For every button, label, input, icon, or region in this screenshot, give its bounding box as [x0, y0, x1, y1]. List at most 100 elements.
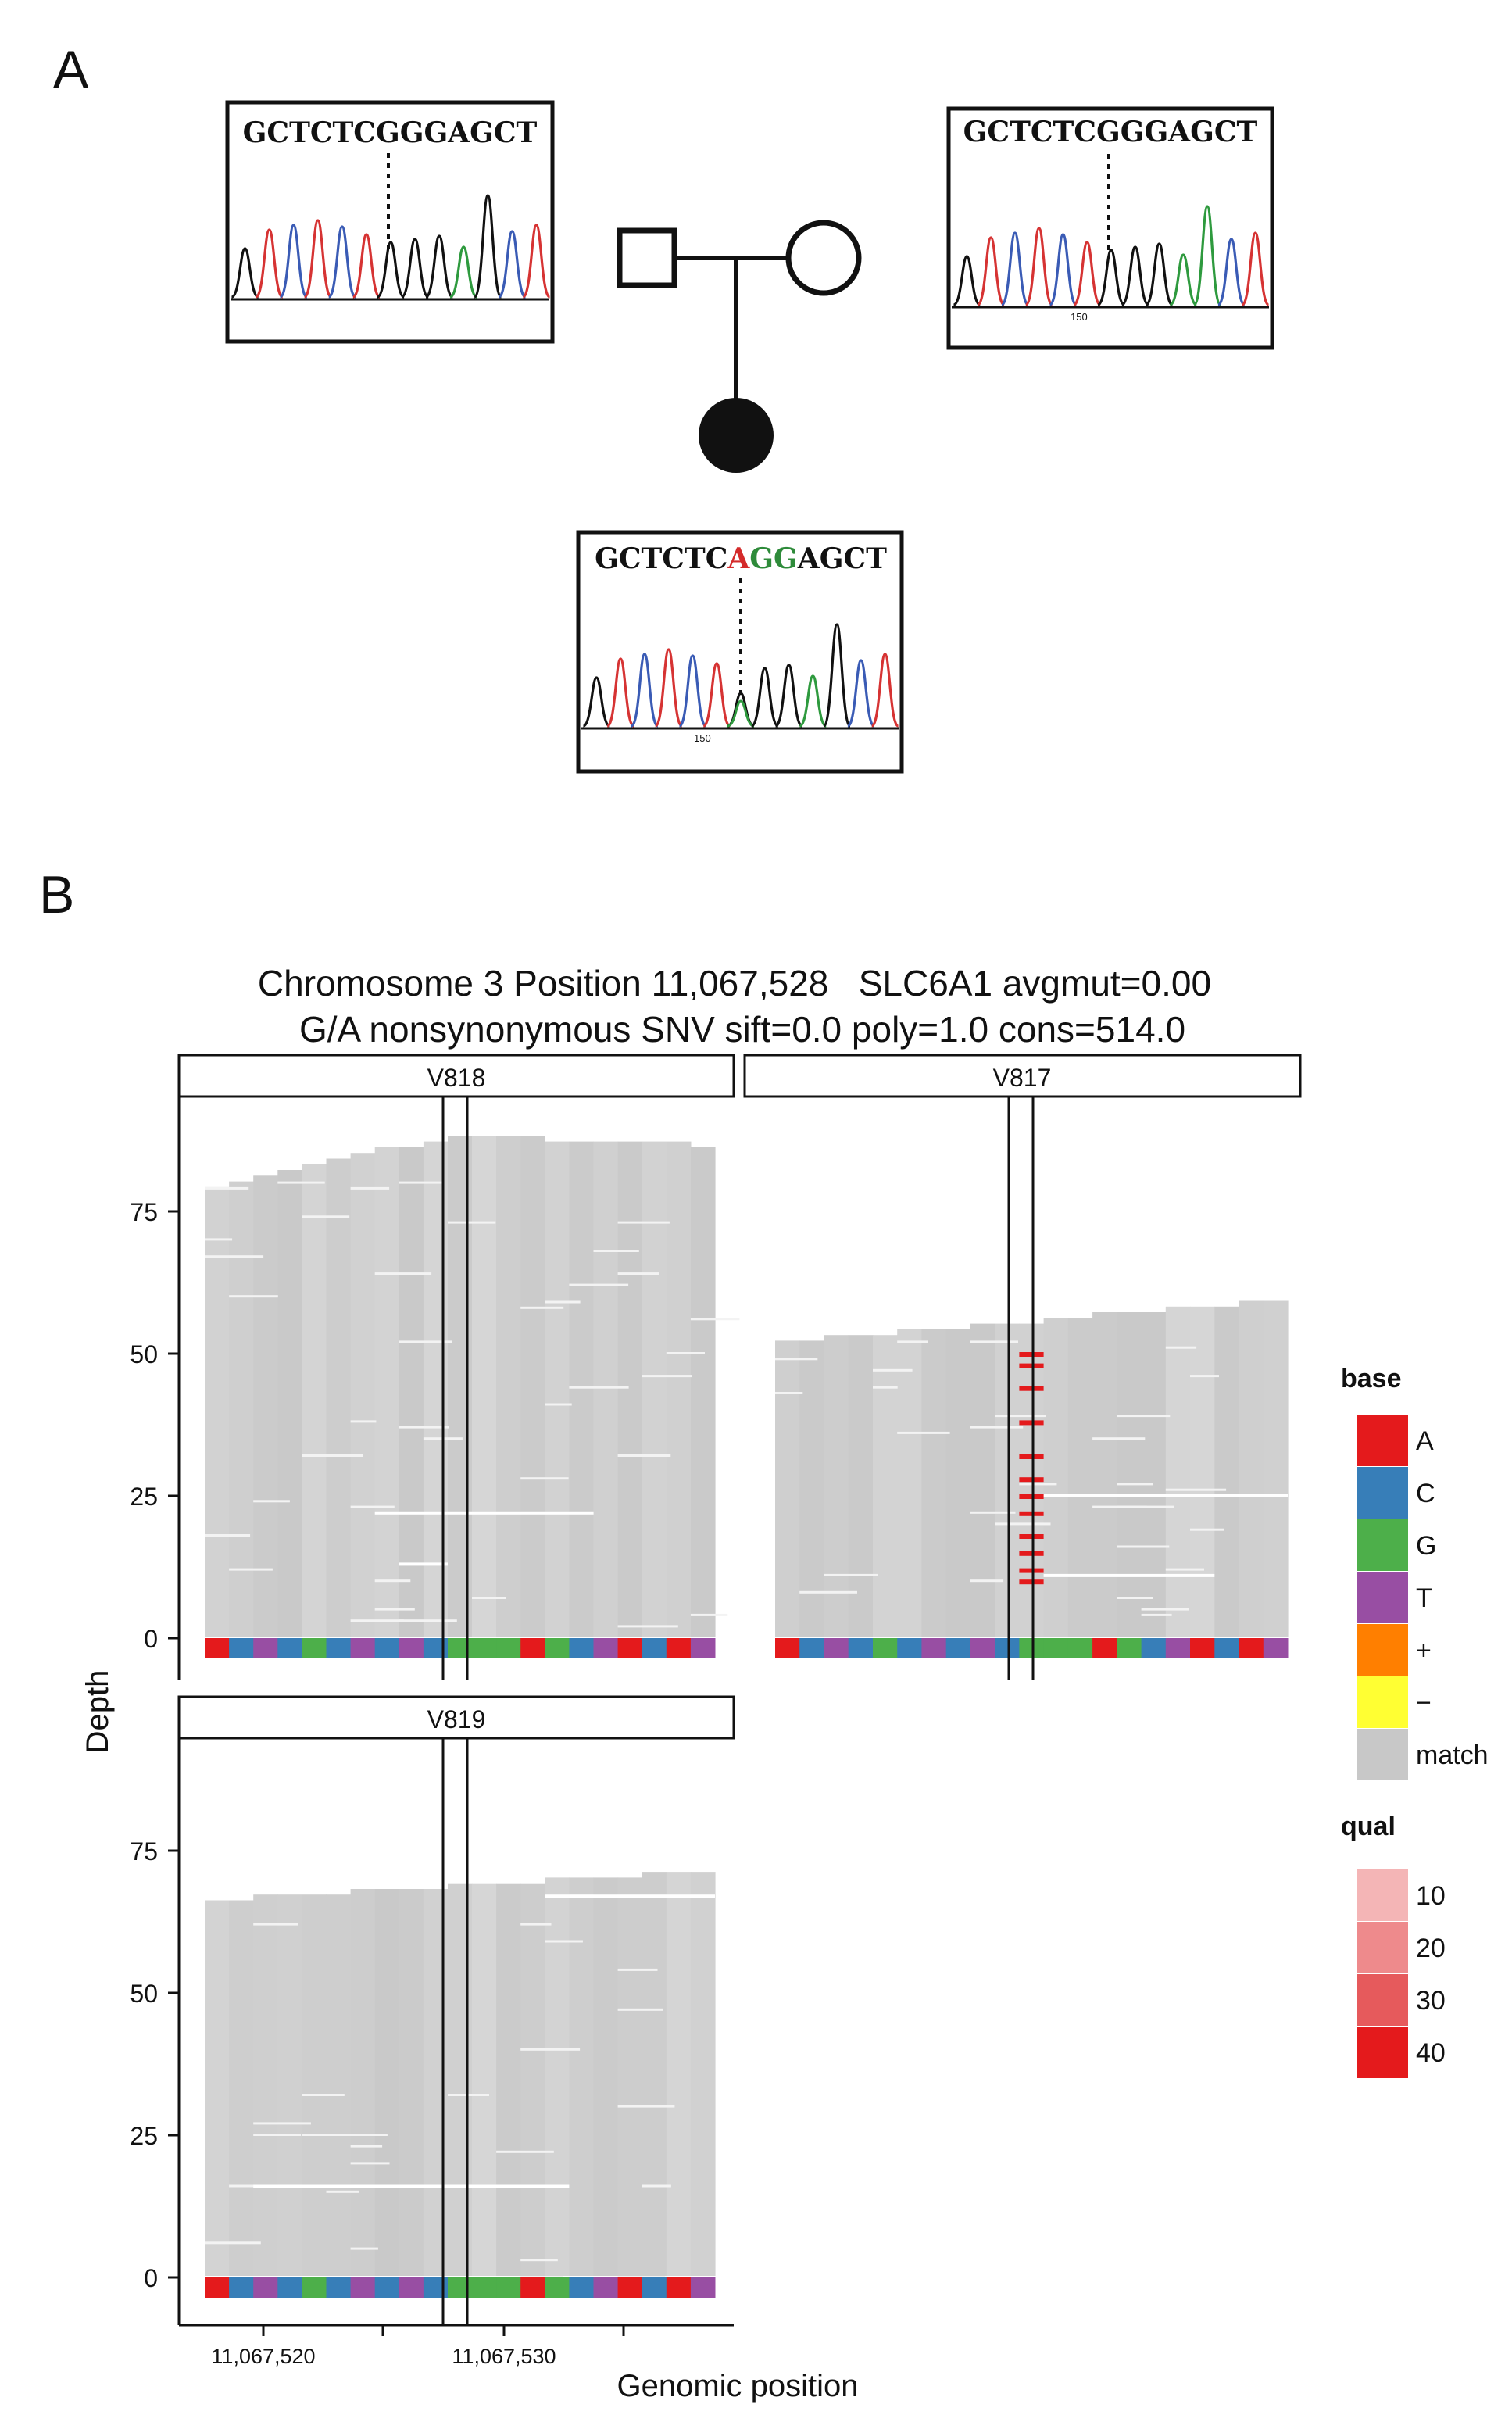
legend-base-label: +: [1416, 1636, 1432, 1665]
pileup-column: [423, 1141, 449, 1637]
child-seq-part: GCTCTC: [595, 542, 727, 575]
read-gap: [229, 1568, 273, 1571]
trace-peak: [303, 219, 333, 299]
reference-base: [350, 2277, 376, 2298]
read-gap: [1165, 1568, 1204, 1571]
father-chromatogram: GCTCTCGGGAGCT: [225, 100, 555, 344]
read-gap: [1190, 1375, 1219, 1378]
reference-base: [824, 1638, 849, 1658]
read-gap: [970, 1579, 1004, 1583]
mother-trace: [953, 205, 1271, 306]
trace-peak: [846, 659, 876, 728]
read-gap: [253, 2134, 302, 2136]
pileup-column: [799, 1340, 824, 1637]
pileup-column: [205, 1186, 230, 1637]
alt-allele-read: [1019, 1534, 1044, 1539]
y-tick-50-b: 50: [130, 1980, 158, 2008]
pileup-column: [848, 1335, 874, 1637]
read-gap: [617, 1272, 659, 1275]
reference-base: [399, 1638, 424, 1658]
reference-base: [666, 1638, 692, 1658]
legend-base-label: G: [1416, 1531, 1436, 1561]
pileup-column: [642, 1872, 667, 2276]
read-gap: [545, 1940, 583, 1943]
pileup-column: [350, 1153, 376, 1637]
reference-base: [545, 1638, 570, 1658]
trace-peak: [677, 654, 707, 728]
pileup-column: [921, 1329, 947, 1637]
read-gap: [229, 1295, 278, 1298]
read-gap: [690, 1613, 728, 1616]
plot-title-line1: Chromosome 3 Position 11,067,528 SLC6A1 …: [258, 963, 1211, 1004]
trace-peak: [1072, 241, 1102, 306]
pileup-column: [1141, 1312, 1167, 1637]
legend-base-swatch: [1357, 1729, 1408, 1780]
reference-base: [1263, 1638, 1289, 1658]
trace-peak: [1024, 227, 1054, 306]
reference-base: [520, 2277, 545, 2298]
reference-base: [642, 1638, 667, 1658]
reference-base: [690, 2277, 716, 2298]
legend-base-swatch: [1357, 1519, 1408, 1571]
y-tick-50: 50: [130, 1340, 158, 1368]
trace-peak: [654, 648, 684, 728]
read-gap: [253, 2122, 311, 2125]
read-gap: [520, 1923, 552, 1926]
legend-qual-swatch: [1357, 1922, 1408, 1973]
trace-peak: [377, 241, 405, 299]
pileup-column: [448, 1883, 473, 2276]
read-gap: [897, 1340, 928, 1343]
trace-peak: [799, 674, 827, 728]
affected-child-symbol: [699, 398, 774, 473]
read-gap: [1117, 1545, 1170, 1548]
pileup-column: [945, 1329, 971, 1637]
pileup-column: [350, 1889, 376, 2276]
read-gap: [995, 1522, 1051, 1526]
reference-base: [520, 1638, 545, 1658]
read-gap: [520, 2259, 558, 2262]
pileup-column: [423, 1889, 449, 2276]
pileup-column: [472, 1883, 497, 2276]
pileup-column: [520, 1136, 545, 1637]
trace-peak: [870, 653, 900, 728]
alt-allele-read: [1019, 1352, 1044, 1357]
read-gap: [1043, 1573, 1215, 1577]
legend-qual-label: 30: [1416, 1986, 1446, 2016]
child-seq-part: GG: [749, 542, 798, 575]
trace-peak: [822, 623, 852, 728]
pedigree: [617, 220, 862, 473]
mother-symbol: [785, 220, 862, 296]
trace-peak: [1097, 249, 1125, 306]
reference-base: [1141, 1638, 1167, 1658]
read-gap: [799, 1590, 857, 1594]
pileup-column: [302, 1894, 327, 2276]
reference-base: [205, 1638, 230, 1658]
pileup-column: [253, 1175, 278, 1637]
reference-base: [995, 1638, 1020, 1658]
read-gap: [350, 1505, 395, 1508]
read-gap: [1092, 1505, 1147, 1508]
read-gap: [350, 2134, 388, 2136]
trace-peak: [630, 653, 659, 728]
reference-base: [593, 1638, 619, 1658]
read-gap: [350, 1420, 377, 1423]
read-gap: [617, 1968, 658, 1971]
read-gap: [970, 1340, 1018, 1343]
pileup-column: [253, 1894, 278, 2276]
pileup-column: [569, 1141, 595, 1637]
read-gap: [205, 2241, 261, 2245]
y-tick-25: 25: [130, 1483, 158, 1511]
read-gap: [374, 1511, 594, 1515]
read-gap: [205, 1255, 264, 1258]
read-gap: [642, 2184, 671, 2188]
pileup-column: [617, 1877, 643, 2276]
pileup-column: [277, 1894, 302, 2276]
read-gap: [1117, 1483, 1153, 1486]
facet-label-v819: V819: [427, 1705, 486, 1733]
read-gap: [302, 2134, 355, 2136]
read-gap: [873, 1368, 913, 1372]
legend-base-swatch: [1357, 1676, 1408, 1728]
reference-base: [448, 1638, 473, 1658]
reference-base: [229, 1638, 254, 1658]
